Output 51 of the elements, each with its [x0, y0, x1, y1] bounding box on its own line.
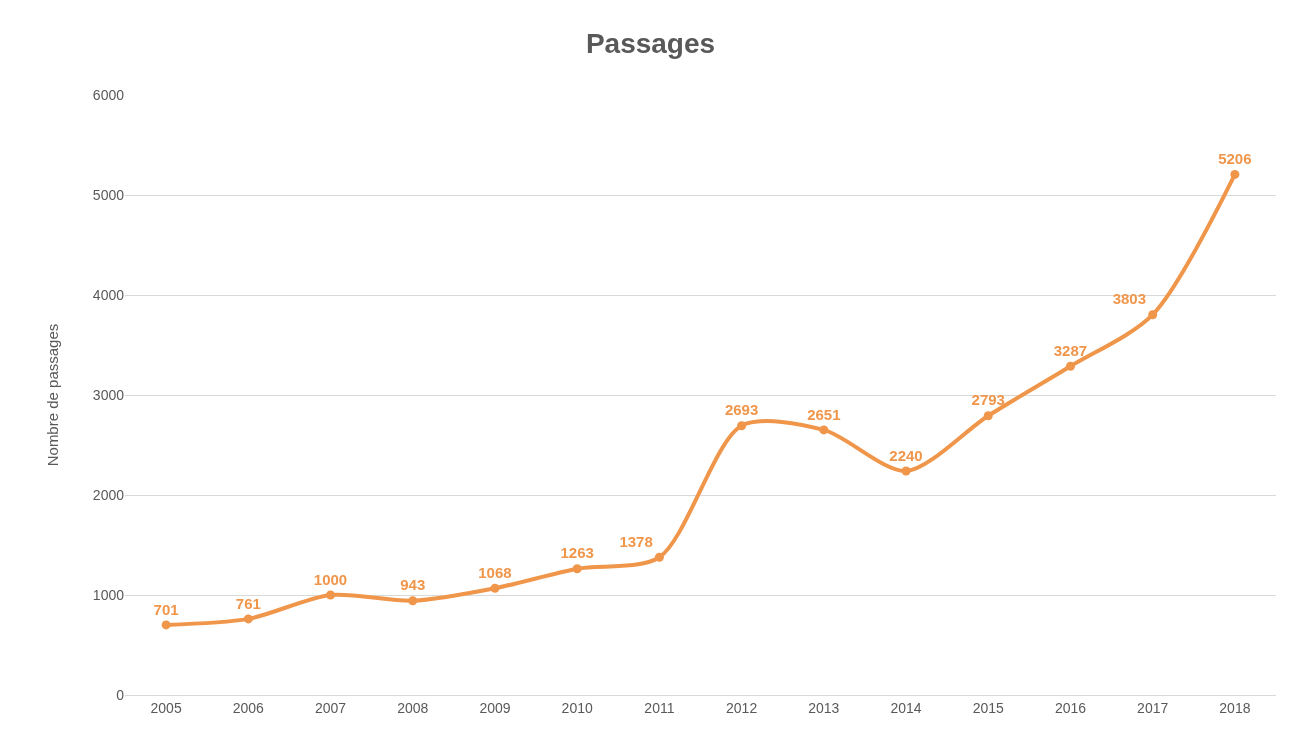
point [1148, 310, 1158, 320]
x-tick-label: 2015 [972, 699, 1005, 716]
point [490, 583, 500, 593]
y-tick-label: 4000 [92, 286, 125, 303]
y-tick-label: 0 [116, 686, 125, 703]
data-label: 1378 [619, 532, 653, 550]
point [408, 596, 418, 606]
x-tick-label: 2012 [726, 699, 758, 716]
point [654, 552, 664, 562]
data-label: 3803 [1112, 290, 1147, 308]
point [983, 411, 993, 421]
point [572, 564, 582, 574]
data-label: 5206 [1218, 150, 1252, 168]
data-label: 701 [153, 600, 179, 618]
x-tick-label: 2009 [479, 699, 511, 716]
y-axis-title: Nombre de passages [44, 323, 62, 467]
x-tick-label: 2005 [150, 699, 182, 716]
data-label: 1068 [478, 563, 512, 581]
y-tick-label: 1000 [92, 586, 125, 603]
x-tick-label: 2006 [232, 699, 265, 716]
data-label: 1263 [560, 544, 594, 562]
y-tick-label: 3000 [92, 386, 125, 403]
x-tick-label: 2018 [1219, 699, 1251, 716]
data-label: 943 [400, 576, 426, 594]
point [1065, 361, 1075, 371]
x-tick-label: 2008 [397, 699, 429, 716]
point [326, 590, 336, 600]
data-label: 1000 [313, 570, 348, 588]
y-tick-label: 2000 [92, 486, 125, 503]
x-tick-label: 2017 [1137, 699, 1169, 716]
point [819, 425, 829, 435]
data-label: 2793 [971, 391, 1005, 409]
data-label: 3287 [1053, 341, 1088, 359]
x-tick-label: 2011 [644, 699, 675, 716]
y-tick-label: 6000 [92, 86, 125, 103]
point [243, 614, 253, 624]
point [161, 620, 171, 630]
x-tick-label: 2007 [314, 699, 347, 716]
chart-title: Passages [585, 27, 716, 59]
data-label: 2240 [889, 446, 923, 464]
x-tick-label: 2013 [808, 699, 840, 716]
x-tick-label: 2016 [1054, 699, 1087, 716]
y-tick-label: 5000 [92, 186, 125, 203]
point [737, 421, 747, 431]
data-label: 761 [235, 594, 261, 612]
point [901, 466, 911, 476]
x-tick-label: 2014 [890, 699, 922, 716]
data-label: 2651 [807, 405, 841, 423]
x-tick-label: 2010 [561, 699, 593, 716]
point [1230, 169, 1240, 179]
data-label: 2693 [724, 401, 759, 419]
